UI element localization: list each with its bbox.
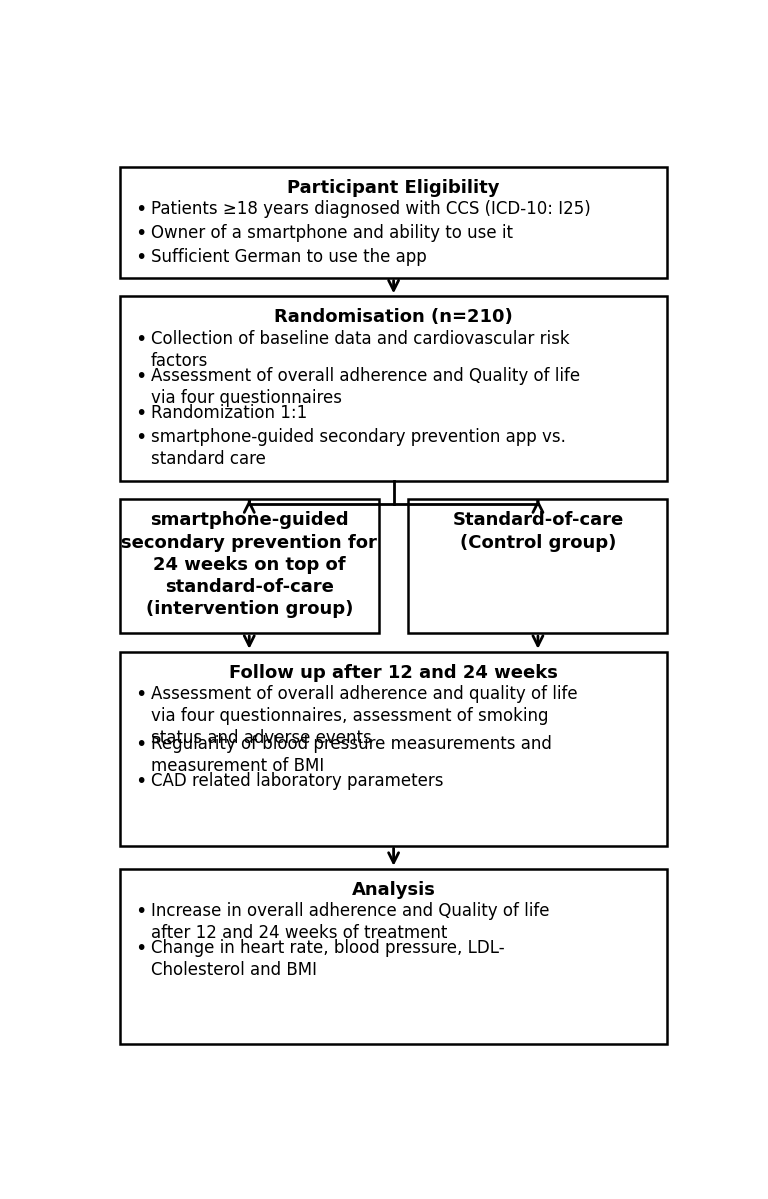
- Text: •: •: [134, 939, 146, 958]
- Text: Assessment of overall adherence and Quality of life
via four questionnaires: Assessment of overall adherence and Qual…: [151, 367, 580, 406]
- Text: Assessment of overall adherence and quality of life
via four questionnaires, ass: Assessment of overall adherence and qual…: [151, 685, 578, 747]
- Text: Patients ≥18 years diagnosed with CCS (ICD-10: I25): Patients ≥18 years diagnosed with CCS (I…: [151, 200, 591, 218]
- Bar: [120, 868, 667, 1044]
- Text: Regularity of blood pressure measurements and
measurement of BMI: Regularity of blood pressure measurement…: [151, 735, 551, 775]
- Text: smartphone-guided secondary prevention app vs.
standard care: smartphone-guided secondary prevention a…: [151, 428, 566, 468]
- Text: Increase in overall adherence and Quality of life
after 12 and 24 weeks of treat: Increase in overall adherence and Qualit…: [151, 902, 549, 942]
- Text: Collection of baseline data and cardiovascular risk
factors: Collection of baseline data and cardiova…: [151, 330, 569, 369]
- Text: CAD related laboratory parameters: CAD related laboratory parameters: [151, 772, 443, 790]
- Bar: [120, 652, 667, 845]
- Text: •: •: [134, 367, 146, 386]
- Text: •: •: [134, 735, 146, 754]
- Text: smartphone-guided
secondary prevention for
24 weeks on top of
standard-of-care
(: smartphone-guided secondary prevention f…: [121, 511, 377, 619]
- Text: Sufficient German to use the app: Sufficient German to use the app: [151, 248, 426, 266]
- Text: •: •: [134, 428, 146, 446]
- Text: •: •: [134, 224, 146, 243]
- Text: Owner of a smartphone and ability to use it: Owner of a smartphone and ability to use…: [151, 224, 513, 242]
- Bar: [120, 296, 667, 481]
- Text: Randomisation (n=210): Randomisation (n=210): [274, 308, 513, 326]
- Text: Randomization 1:1: Randomization 1:1: [151, 404, 307, 422]
- Bar: [120, 499, 379, 633]
- Text: •: •: [134, 330, 146, 349]
- Text: Analysis: Analysis: [352, 880, 435, 898]
- Bar: [409, 499, 667, 633]
- Text: Participant Eligibility: Participant Eligibility: [287, 179, 500, 197]
- Text: •: •: [134, 772, 146, 791]
- Text: Change in heart rate, blood pressure, LDL-
Cholesterol and BMI: Change in heart rate, blood pressure, LD…: [151, 939, 505, 980]
- Text: Standard-of-care
(Control group): Standard-of-care (Control group): [452, 511, 624, 552]
- Text: •: •: [134, 902, 146, 921]
- Text: •: •: [134, 200, 146, 219]
- Text: •: •: [134, 404, 146, 422]
- Text: Follow up after 12 and 24 weeks: Follow up after 12 and 24 weeks: [229, 664, 558, 682]
- Bar: [120, 167, 667, 278]
- Text: •: •: [134, 685, 146, 704]
- Text: •: •: [134, 248, 146, 267]
